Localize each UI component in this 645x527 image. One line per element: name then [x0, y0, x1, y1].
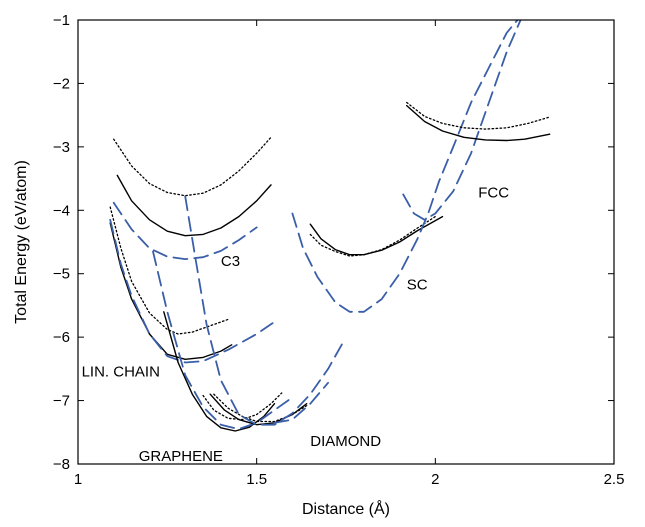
curve-dashed-8 — [152, 250, 294, 430]
plot-frame — [77, 19, 615, 465]
curve-dotted-4 — [109, 206, 229, 335]
annotations-layer: FCC C3 SC LIN. CHAIN DIAMOND GRAPHENE — [82, 185, 510, 465]
curve-solid-17 — [406, 104, 551, 142]
x-tick-label: 1 — [74, 471, 82, 488]
annotation-label: LIN. CHAIN — [82, 363, 160, 380]
y-tick-label: −8 — [53, 456, 70, 473]
annotation-label: DIAMOND — [310, 433, 381, 450]
curve-dashed-5 — [109, 218, 279, 364]
x-tick-label: 2 — [431, 471, 439, 488]
annotation-label: C3 — [221, 253, 240, 270]
annotation-label: GRAPHENE — [139, 448, 223, 465]
y-tick-label: −2 — [53, 75, 70, 92]
curve-solid-6 — [163, 311, 276, 432]
curve-dotted-1 — [113, 136, 272, 197]
annotation-label: FCC — [478, 185, 509, 202]
curve-solid-3 — [109, 222, 233, 360]
x-tick-label: 1.5 — [246, 471, 267, 488]
curve-dotted-18 — [406, 101, 551, 130]
curve-dotted-7 — [202, 392, 283, 421]
curve-dashed-11 — [184, 195, 344, 426]
y-tick-label: −5 — [53, 266, 70, 283]
annotation-label: SC — [407, 277, 428, 294]
curve-dashed-16 — [402, 20, 522, 221]
curve-dashed-12 — [273, 381, 329, 424]
curve-dotted-14 — [309, 215, 436, 257]
y-tick-label: −4 — [53, 202, 70, 219]
y-axis-title: Total Energy (eV/atom) — [13, 160, 30, 324]
curve-dashed-15 — [291, 20, 519, 313]
y-tick-label: −3 — [53, 139, 70, 156]
x-axis-title: Distance (Å) — [302, 499, 390, 518]
y-tick-label: −7 — [53, 393, 70, 410]
curve-solid-0 — [116, 174, 272, 237]
ticks-layer: 1 1.5 2 2.5 −8 −7 −6 −5 −4 −3 −2 −1 — [53, 12, 625, 488]
y-tick-label: −1 — [53, 12, 70, 29]
curve-dashed-2 — [112, 201, 258, 260]
curves-layer — [109, 20, 551, 432]
curve-dotted-10 — [213, 393, 308, 423]
y-tick-label: −6 — [53, 329, 70, 346]
x-tick-label: 2.5 — [604, 471, 625, 488]
